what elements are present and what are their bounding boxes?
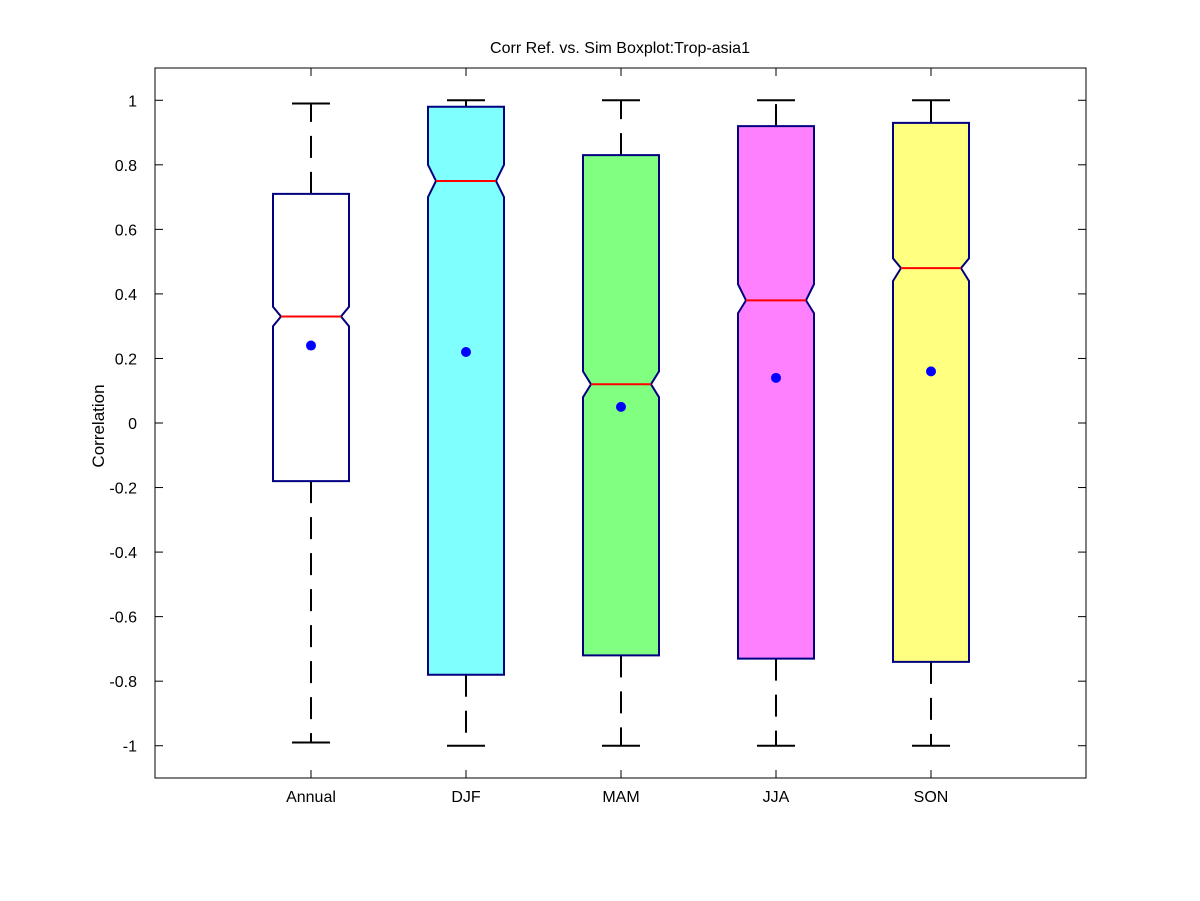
y-tick-label: 0 xyxy=(128,416,137,433)
box-jja xyxy=(737,99,815,747)
y-tick-label: 1 xyxy=(128,93,137,110)
y-tick-label: 0.4 xyxy=(115,287,137,304)
y-tick-label: -0.2 xyxy=(109,481,137,498)
y-tick-label: -0.6 xyxy=(109,610,137,627)
box-mam xyxy=(582,99,660,747)
x-tick-label: JJA xyxy=(763,789,790,806)
box-annual xyxy=(272,102,350,744)
mean-marker xyxy=(926,366,936,377)
chart-title: Corr Ref. vs. Sim Boxplot:Trop-asia1 xyxy=(490,40,750,57)
y-tick-label: -0.4 xyxy=(109,545,137,562)
x-tick-label: Annual xyxy=(286,789,336,806)
mean-marker xyxy=(616,401,626,412)
y-tick-label: -1 xyxy=(123,739,137,756)
mean-marker xyxy=(461,347,471,357)
x-tick-label: MAM xyxy=(602,789,639,806)
y-tick-label: 0.8 xyxy=(115,158,137,175)
x-tick-label: SON xyxy=(914,789,949,806)
mean-marker xyxy=(771,372,781,383)
box-body xyxy=(892,121,970,663)
x-tick-label: DJF xyxy=(451,789,481,806)
box-body xyxy=(737,125,815,660)
box-body xyxy=(272,192,350,483)
box-son xyxy=(892,99,970,747)
y-tick-label: -0.8 xyxy=(109,674,137,691)
boxes-group xyxy=(272,99,970,747)
mean-marker xyxy=(306,340,316,351)
box-djf xyxy=(427,99,505,747)
y-axis-label: Correlation xyxy=(89,384,108,467)
box-body xyxy=(427,105,505,676)
y-tick-label: 0.6 xyxy=(115,222,137,239)
y-tick-label: 0.2 xyxy=(115,351,137,368)
axis-ticks: -1 -0.8 -0.6 -0.4 -0.2 0 0.2 0.4 0.6 0.8 1 Annual DJ… xyxy=(109,68,1086,806)
